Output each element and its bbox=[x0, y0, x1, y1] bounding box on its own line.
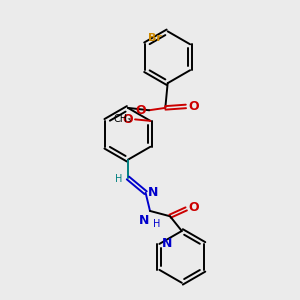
Text: O: O bbox=[188, 100, 199, 113]
Text: O: O bbox=[136, 104, 146, 117]
Text: N: N bbox=[139, 214, 149, 227]
Text: CH₃: CH₃ bbox=[114, 114, 132, 124]
Text: N: N bbox=[162, 237, 173, 250]
Text: O: O bbox=[123, 113, 133, 126]
Text: H: H bbox=[115, 174, 123, 184]
Text: H: H bbox=[153, 219, 160, 229]
Text: N: N bbox=[148, 186, 158, 199]
Text: Br: Br bbox=[148, 33, 161, 43]
Text: O: O bbox=[188, 201, 199, 214]
